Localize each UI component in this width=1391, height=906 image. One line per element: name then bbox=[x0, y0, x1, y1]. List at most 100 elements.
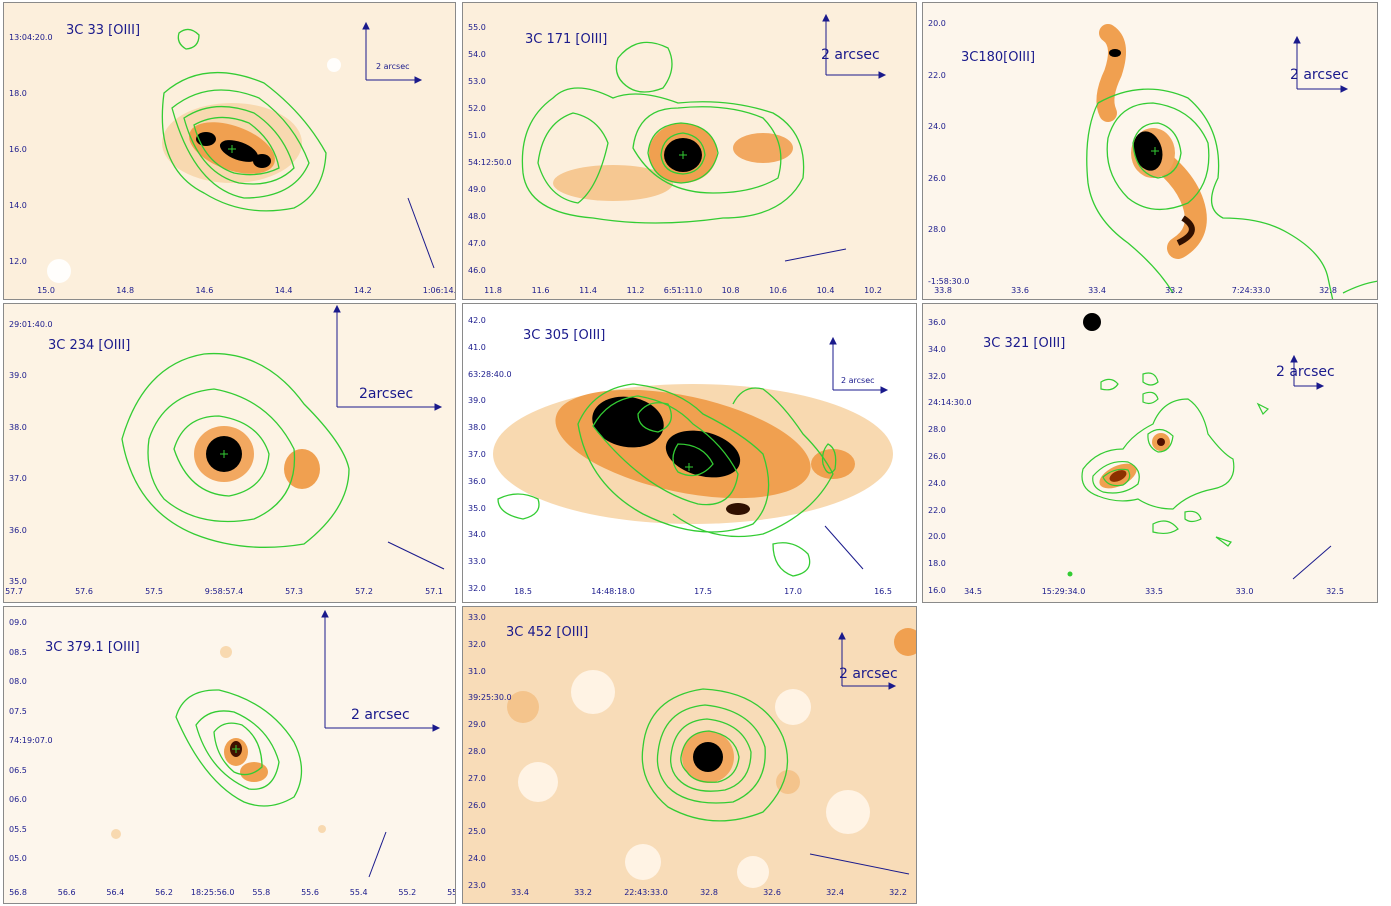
panel-3c305: 3C 305 [OIII] 2 arcsec 42.0 41.0 63:28:40.… bbox=[462, 303, 917, 603]
y-tick-label: 33.0 bbox=[468, 613, 486, 622]
y-tick-label: 39:25:30.0 bbox=[468, 693, 512, 703]
y-tick-label: 08.5 bbox=[9, 647, 27, 657]
scale-bar-label: 2 arcsec bbox=[821, 47, 880, 63]
image-3c321 bbox=[923, 304, 1377, 602]
x-tick-label: 14.6 bbox=[195, 286, 214, 295]
panel-3c234: 3C 234 [OIII] 2arcsec 29:01:40.0 39.0 38.0… bbox=[3, 303, 456, 603]
y-tick-label: 12.0 bbox=[9, 257, 27, 266]
image-3c305 bbox=[463, 304, 916, 602]
x-tick-label: 11.6 bbox=[531, 286, 550, 295]
x-tick-label: 32.6 bbox=[763, 888, 781, 897]
y-tick-label: 07.5 bbox=[9, 706, 27, 716]
image-3c180 bbox=[923, 3, 1377, 299]
x-tick-label: 15:29:34.0 bbox=[1041, 587, 1086, 596]
y-tick-label: 18.0 bbox=[928, 559, 946, 569]
x-tick-label: 11.4 bbox=[579, 286, 597, 295]
y-tick-label: 32.0 bbox=[468, 584, 486, 593]
y-tick-label: 22.0 bbox=[928, 505, 946, 515]
panel-title: 3C 33 [OIII] bbox=[66, 23, 141, 38]
x-tick-label: 6:51:11.0 bbox=[663, 286, 703, 295]
y-tick-label: 42.0 bbox=[468, 316, 486, 325]
x-tick-label: 33.6 bbox=[1011, 286, 1029, 295]
image-3c379-1 bbox=[4, 607, 455, 903]
y-tick-label: 06.0 bbox=[9, 795, 27, 804]
x-tick-label: 56.4 bbox=[106, 888, 125, 897]
x-tick-label: 56.6 bbox=[57, 888, 76, 897]
y-tick-label: 24.0 bbox=[468, 854, 486, 864]
y-tick-label: 55.0 bbox=[468, 23, 486, 32]
y-tick-label: 39.0 bbox=[468, 396, 486, 406]
image-3c234 bbox=[4, 304, 455, 602]
x-tick-label: 1:06:14.0 bbox=[422, 286, 456, 295]
y-tick-label: 52.0 bbox=[468, 104, 486, 113]
x-tick-label: 34.5 bbox=[964, 587, 982, 596]
y-tick-label: 54:12:50.0 bbox=[468, 158, 512, 167]
image-3c33 bbox=[4, 3, 455, 299]
y-tick-label: 25.0 bbox=[468, 827, 486, 837]
x-tick-label: 55.0 bbox=[447, 888, 455, 897]
panel-3c180: 3C180[OIII] 2 arcsec 20.0 22.0 24.0 26.0 28.… bbox=[922, 2, 1378, 300]
y-tick-label: 34.0 bbox=[468, 530, 486, 540]
x-tick-label: 10.4 bbox=[816, 286, 835, 295]
x-tick-label: 15.0 bbox=[37, 286, 55, 295]
x-tick-label: 57.6 bbox=[75, 587, 93, 596]
y-tick-label: 23.0 bbox=[468, 881, 486, 890]
y-tick-label: 49.0 bbox=[468, 185, 486, 194]
x-tick-label: 56.8 bbox=[9, 888, 27, 897]
y-tick-label: 28.0 bbox=[928, 425, 946, 435]
y-tick-label: 31.0 bbox=[468, 666, 486, 676]
y-tick-label: 35.0 bbox=[9, 577, 27, 586]
scale-bar-label: 2 arcsec bbox=[841, 376, 875, 385]
y-tick-label: 38.0 bbox=[9, 422, 27, 432]
y-tick-label: 48.0 bbox=[468, 212, 486, 221]
x-tick-label: 32.5 bbox=[1326, 587, 1344, 596]
panel-3c321: 3C 321 [OIII] 2 arcsec 36.0 34.0 32.0 24:14… bbox=[922, 303, 1378, 603]
x-tick-label: 32.2 bbox=[889, 888, 907, 897]
y-tick-label: 22.0 bbox=[928, 70, 946, 80]
y-tick-label: 47.0 bbox=[468, 239, 486, 248]
y-tick-label: -1:58:30.0 bbox=[928, 277, 970, 286]
y-tick-label: 18.0 bbox=[9, 89, 27, 98]
y-tick-label: 26.0 bbox=[928, 452, 946, 461]
y-tick-label: 28.0 bbox=[928, 225, 946, 235]
y-tick-label: 24.0 bbox=[928, 478, 946, 488]
y-tick-label: 24.0 bbox=[928, 122, 946, 132]
x-tick-label: 22:43:33.0 bbox=[624, 888, 668, 897]
x-tick-label: 32.4 bbox=[826, 888, 844, 897]
panel-title: 3C180[OIII] bbox=[961, 50, 1036, 65]
y-tick-label: 36.0 bbox=[9, 525, 27, 535]
x-tick-label: 33.8 bbox=[934, 286, 952, 295]
x-tick-label: 14.2 bbox=[353, 286, 372, 295]
y-tick-label: 37.0 bbox=[468, 450, 486, 459]
y-tick-label: 28.0 bbox=[468, 747, 486, 756]
x-tick-label: 10.6 bbox=[769, 286, 787, 295]
x-tick-label: 18.5 bbox=[514, 587, 532, 596]
y-tick-label: 32.0 bbox=[468, 639, 486, 649]
x-tick-label: 14:48:18.0 bbox=[591, 587, 635, 596]
panel-title: 3C 321 [OIII] bbox=[983, 336, 1066, 351]
y-tick-label: 54.0 bbox=[468, 50, 486, 59]
scale-bar-label: 2 arcsec bbox=[839, 666, 898, 682]
y-tick-label: 06.5 bbox=[9, 765, 27, 775]
panel-title: 3C 234 [OIII] bbox=[48, 338, 131, 353]
y-tick-label: 36.0 bbox=[468, 476, 486, 486]
x-tick-label: 33.0 bbox=[1235, 587, 1254, 596]
panel-title: 3C 305 [OIII] bbox=[523, 328, 606, 343]
panel-title: 3C 379.1 [OIII] bbox=[45, 640, 140, 655]
scale-bar-label: 2 arcsec bbox=[1276, 364, 1335, 380]
y-tick-label: 26.0 bbox=[928, 173, 946, 183]
y-tick-label: 05.0 bbox=[9, 854, 27, 863]
y-tick-label: 29:01:40.0 bbox=[9, 320, 53, 329]
x-tick-label: 33.4 bbox=[511, 888, 529, 897]
panel-title: 3C 452 [OIII] bbox=[506, 625, 589, 640]
x-tick-label: 10.8 bbox=[721, 286, 740, 295]
y-tick-label: 41.0 bbox=[468, 342, 486, 352]
y-tick-label: 29.0 bbox=[468, 720, 486, 730]
scale-bar-label: 2 arcsec bbox=[1290, 67, 1349, 83]
panel-3c452: 3C 452 [OIII] 2 arcsec 33.0 32.0 31.0 39:25… bbox=[462, 606, 917, 904]
y-tick-label: 27.0 bbox=[468, 773, 486, 783]
x-tick-label: 10.2 bbox=[864, 286, 882, 295]
y-tick-label: 35.0 bbox=[468, 503, 486, 513]
y-tick-label: 74:19:07.0 bbox=[9, 736, 53, 745]
x-tick-label: 7:24:33.0 bbox=[1231, 286, 1271, 295]
